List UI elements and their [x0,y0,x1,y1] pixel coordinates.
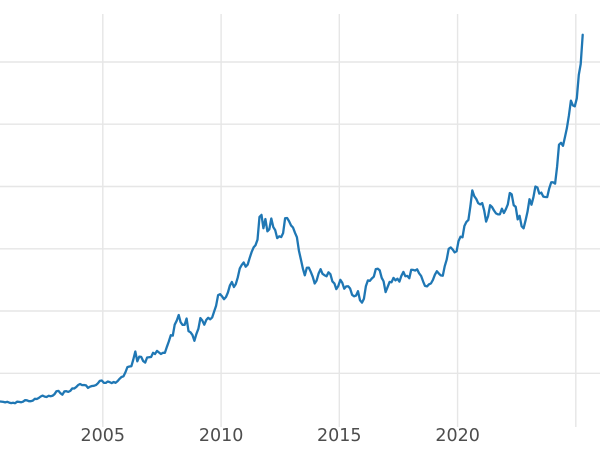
price-line [0,33,584,405]
price-line-group [0,33,584,405]
vertical-gridlines [102,14,577,427]
x-axis-tick-labels: 2005 2010 2015 2020 [81,426,480,446]
x-tick-label-2005: 2005 [81,426,126,446]
horizontal-gridlines [0,61,600,374]
x-tick-label-2015: 2015 [317,426,362,446]
x-tick-label-2010: 2010 [199,426,244,446]
x-tick-label-2020: 2020 [435,426,480,446]
